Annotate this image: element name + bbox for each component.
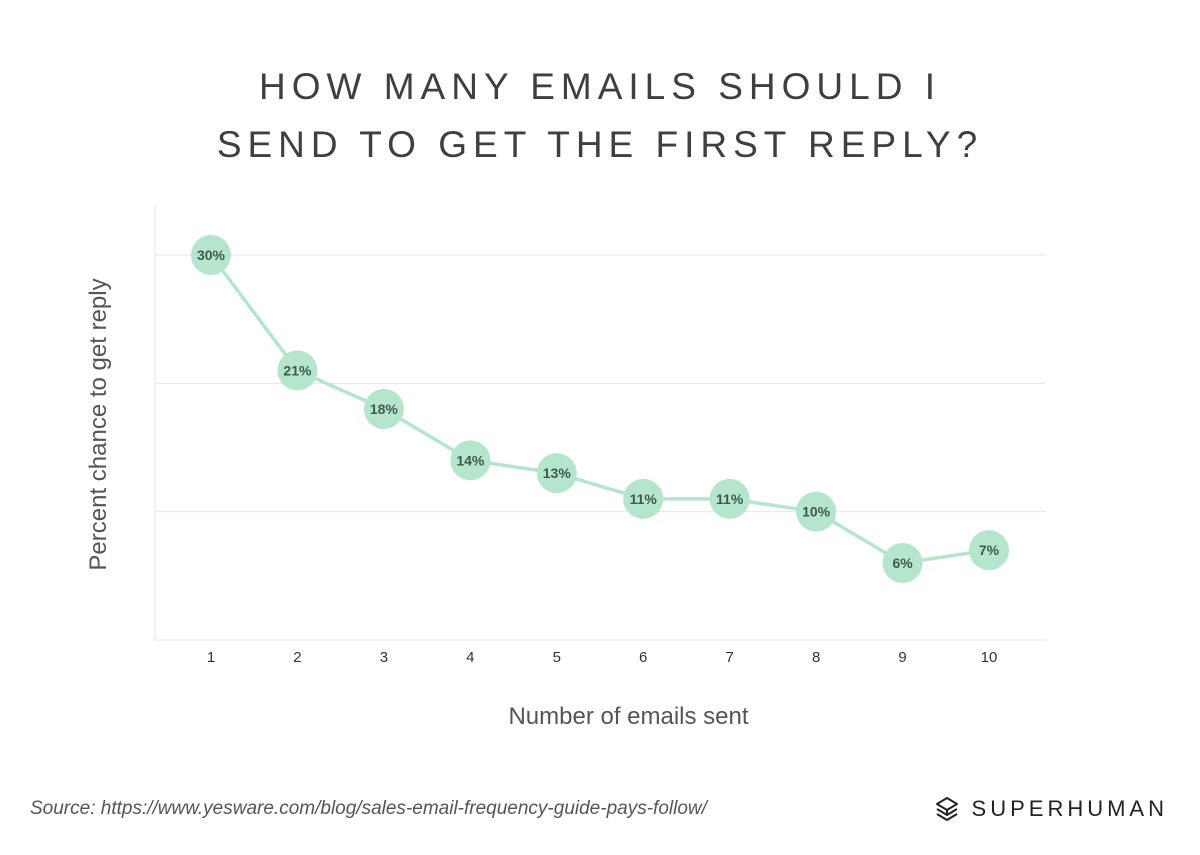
data-label: 6% [892, 555, 913, 571]
data-point [709, 478, 750, 519]
data-point [450, 440, 491, 481]
x-tick-label: 6 [639, 649, 647, 666]
chart-title: HOW MANY EMAILS SHOULD I SEND TO GET THE… [0, 58, 1200, 174]
data-point [623, 478, 664, 519]
brand-name: SUPERHUMAN [971, 796, 1168, 821]
data-label: 30% [197, 247, 226, 263]
chart-title-line-2: SEND TO GET THE FIRST REPLY? [216, 124, 984, 165]
x-tick-label: 2 [293, 649, 301, 666]
data-point [363, 389, 404, 429]
x-tick-label: 7 [725, 649, 733, 666]
x-tick-label: 10 [981, 649, 998, 666]
data-point [969, 530, 1009, 571]
x-tick-label: 3 [380, 649, 388, 666]
x-tick-label: 9 [898, 649, 906, 666]
chart-title-line-1: HOW MANY EMAILS SHOULD I [259, 66, 941, 107]
y-axis-label: Percent chance to get reply [85, 278, 112, 570]
data-label: 21% [283, 363, 312, 379]
data-label: 7% [979, 542, 1000, 558]
data-label: 10% [802, 504, 831, 520]
series-line [209, 253, 990, 565]
data-label: 18% [370, 401, 399, 417]
data-point [882, 543, 923, 583]
brand: SUPERHUMAN [934, 796, 1168, 822]
data-label: 11% [630, 491, 658, 507]
superhuman-logo-icon [935, 797, 958, 821]
data-label: 14% [456, 452, 485, 468]
x-tick-label: 4 [466, 649, 474, 666]
x-tick-label: 5 [553, 649, 561, 666]
data-point [277, 350, 318, 391]
x-tick-label: 1 [207, 649, 215, 666]
data-label: 13% [543, 465, 572, 481]
x-tick-label: 8 [812, 649, 820, 666]
data-point [191, 235, 231, 275]
data-point [796, 491, 837, 532]
data-label: 11% [716, 491, 744, 507]
data-point [536, 453, 577, 494]
x-axis-label: Number of emails sent [508, 703, 748, 730]
source-note: Source: https://www.yesware.com/blog/sal… [30, 798, 707, 819]
